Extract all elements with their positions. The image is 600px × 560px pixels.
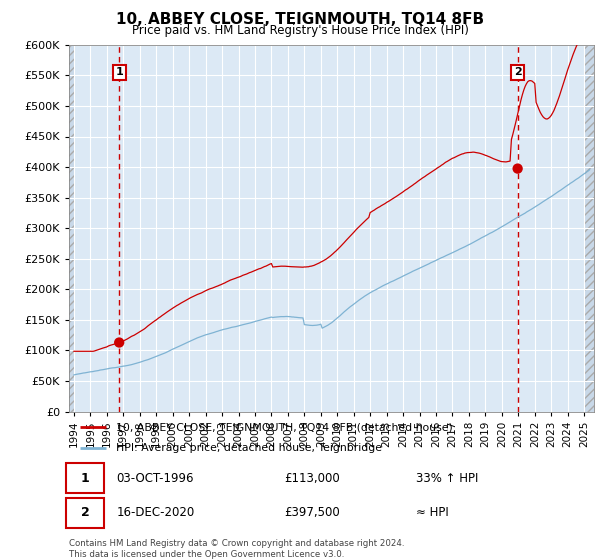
Text: 10, ABBEY CLOSE, TEIGNMOUTH, TQ14 8FB (detached house): 10, ABBEY CLOSE, TEIGNMOUTH, TQ14 8FB (d… [116,422,453,432]
Text: 33% ↑ HPI: 33% ↑ HPI [415,472,478,485]
Text: Price paid vs. HM Land Registry's House Price Index (HPI): Price paid vs. HM Land Registry's House … [131,24,469,37]
FancyBboxPatch shape [67,463,104,493]
Text: 2: 2 [81,506,89,520]
Text: 1: 1 [115,67,123,77]
Text: 03-OCT-1996: 03-OCT-1996 [116,472,194,485]
FancyBboxPatch shape [67,498,104,528]
Text: 16-DEC-2020: 16-DEC-2020 [116,506,194,520]
Text: 1: 1 [81,472,89,485]
Text: Contains HM Land Registry data © Crown copyright and database right 2024.
This d: Contains HM Land Registry data © Crown c… [69,539,404,559]
Text: HPI: Average price, detached house, Teignbridge: HPI: Average price, detached house, Teig… [116,442,382,452]
Bar [584,45,594,412]
Text: £113,000: £113,000 [284,472,340,485]
Bar [69,45,74,412]
Text: 2: 2 [514,67,521,77]
Text: ≈ HPI: ≈ HPI [415,506,448,520]
Point [115,338,124,347]
Text: 10, ABBEY CLOSE, TEIGNMOUTH, TQ14 8FB: 10, ABBEY CLOSE, TEIGNMOUTH, TQ14 8FB [116,12,484,27]
Point [513,164,523,173]
Text: £397,500: £397,500 [284,506,340,520]
